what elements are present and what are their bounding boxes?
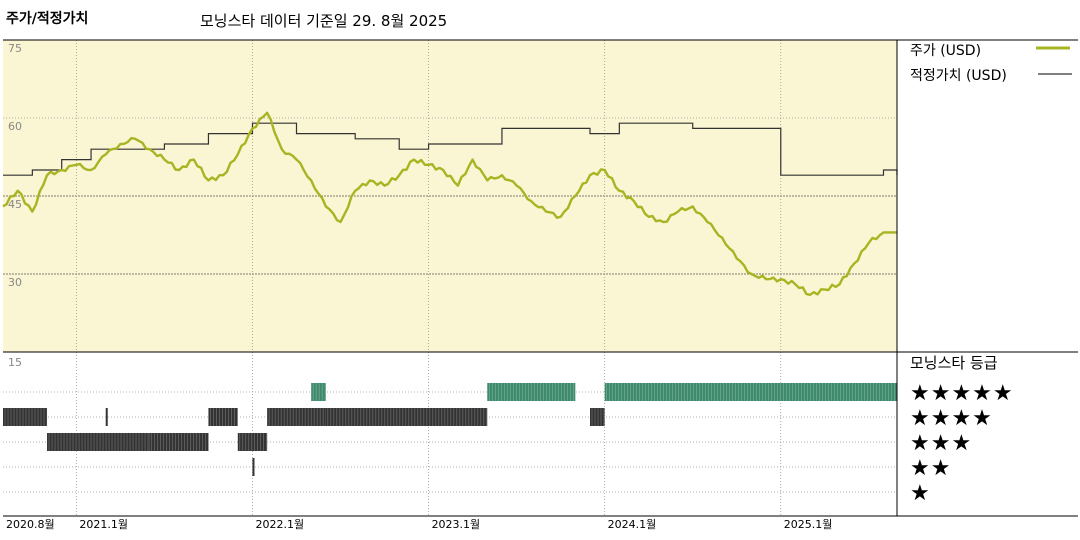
rating-bar-4-star (589, 408, 605, 426)
rating-bar-5-star (604, 383, 897, 401)
price-line (2, 111, 897, 296)
rating-bar-4-star (325, 408, 488, 426)
y-axis-tick-labels: 75 60 45 30 (8, 42, 22, 289)
star-row-2: ★★ (910, 456, 951, 481)
rating-bar-4-star (208, 408, 238, 426)
rating-bar-fill (252, 458, 255, 476)
rating-bar-fill (267, 408, 326, 426)
x-tick-label: 2022.1월 (255, 518, 304, 531)
rating-star-rows: ★★★★★★★★★★★★★★★ (910, 381, 1014, 506)
rating-legend-title: 모닝스타 등급 (910, 354, 998, 372)
legend-fair-label: 적정가치 (USD) (910, 68, 1007, 84)
rating-bar-fill (325, 408, 488, 426)
y-tick-label: 75 (8, 42, 22, 55)
rating-bar-fill (487, 383, 576, 401)
rating-bar-3-star (237, 433, 253, 451)
rating-bar-fill (105, 408, 108, 426)
y-tick-label: 45 (8, 198, 22, 211)
rating-bar-5-star (487, 383, 576, 401)
x-tick-label: 2023.1월 (432, 518, 481, 531)
rating-axis-label: 15 (8, 356, 22, 369)
x-tick-label: 2020.8월 (6, 518, 55, 531)
star-row-3: ★★★ (910, 431, 972, 456)
x-axis-tick-labels: 2020.8월 2021.1월 2022.1월 2023.1월 2024.1월 2025.… (6, 518, 832, 531)
rating-bar-3-star (252, 433, 268, 451)
chart-subtitle: 모닝스타 데이터 기준일 29. 8월 2025 (200, 12, 447, 30)
rating-bar-fill (208, 408, 238, 426)
y-tick-label: 30 (8, 276, 22, 289)
star-row-5: ★★★★★ (910, 381, 1014, 406)
rating-bar-fill (252, 433, 268, 451)
rating-bar-fill (3, 408, 48, 426)
star-row-1: ★ (910, 481, 931, 506)
x-tick-label: 2021.1월 (79, 518, 128, 531)
x-tick-label: 2024.1월 (608, 518, 657, 531)
rating-bar-5-star (311, 383, 326, 401)
rating-bar-3-star (47, 433, 150, 451)
y-tick-label: 60 (8, 120, 22, 133)
legend-price-label: 주가 (USD) (910, 43, 981, 59)
rating-bar-fill (311, 383, 326, 401)
rating-bar-fill (47, 433, 150, 451)
star-row-4: ★★★★ (910, 406, 993, 431)
rating-bar-fill (237, 433, 253, 451)
chart-title: 주가/적정가치 (6, 10, 88, 27)
rating-bar-fill (589, 408, 605, 426)
rating-bar-4-star (105, 408, 108, 426)
x-tick-label: 2025.1월 (784, 518, 833, 531)
rating-bar-3-star (149, 433, 209, 451)
fair-value-line (3, 122, 898, 176)
rating-bar-4-star (267, 408, 326, 426)
rating-bar-2-star (252, 458, 255, 476)
rating-bar-fill (604, 383, 897, 401)
rating-bar-fill (149, 433, 209, 451)
rating-bar-4-star (3, 408, 48, 426)
rating-bars (3, 383, 897, 476)
